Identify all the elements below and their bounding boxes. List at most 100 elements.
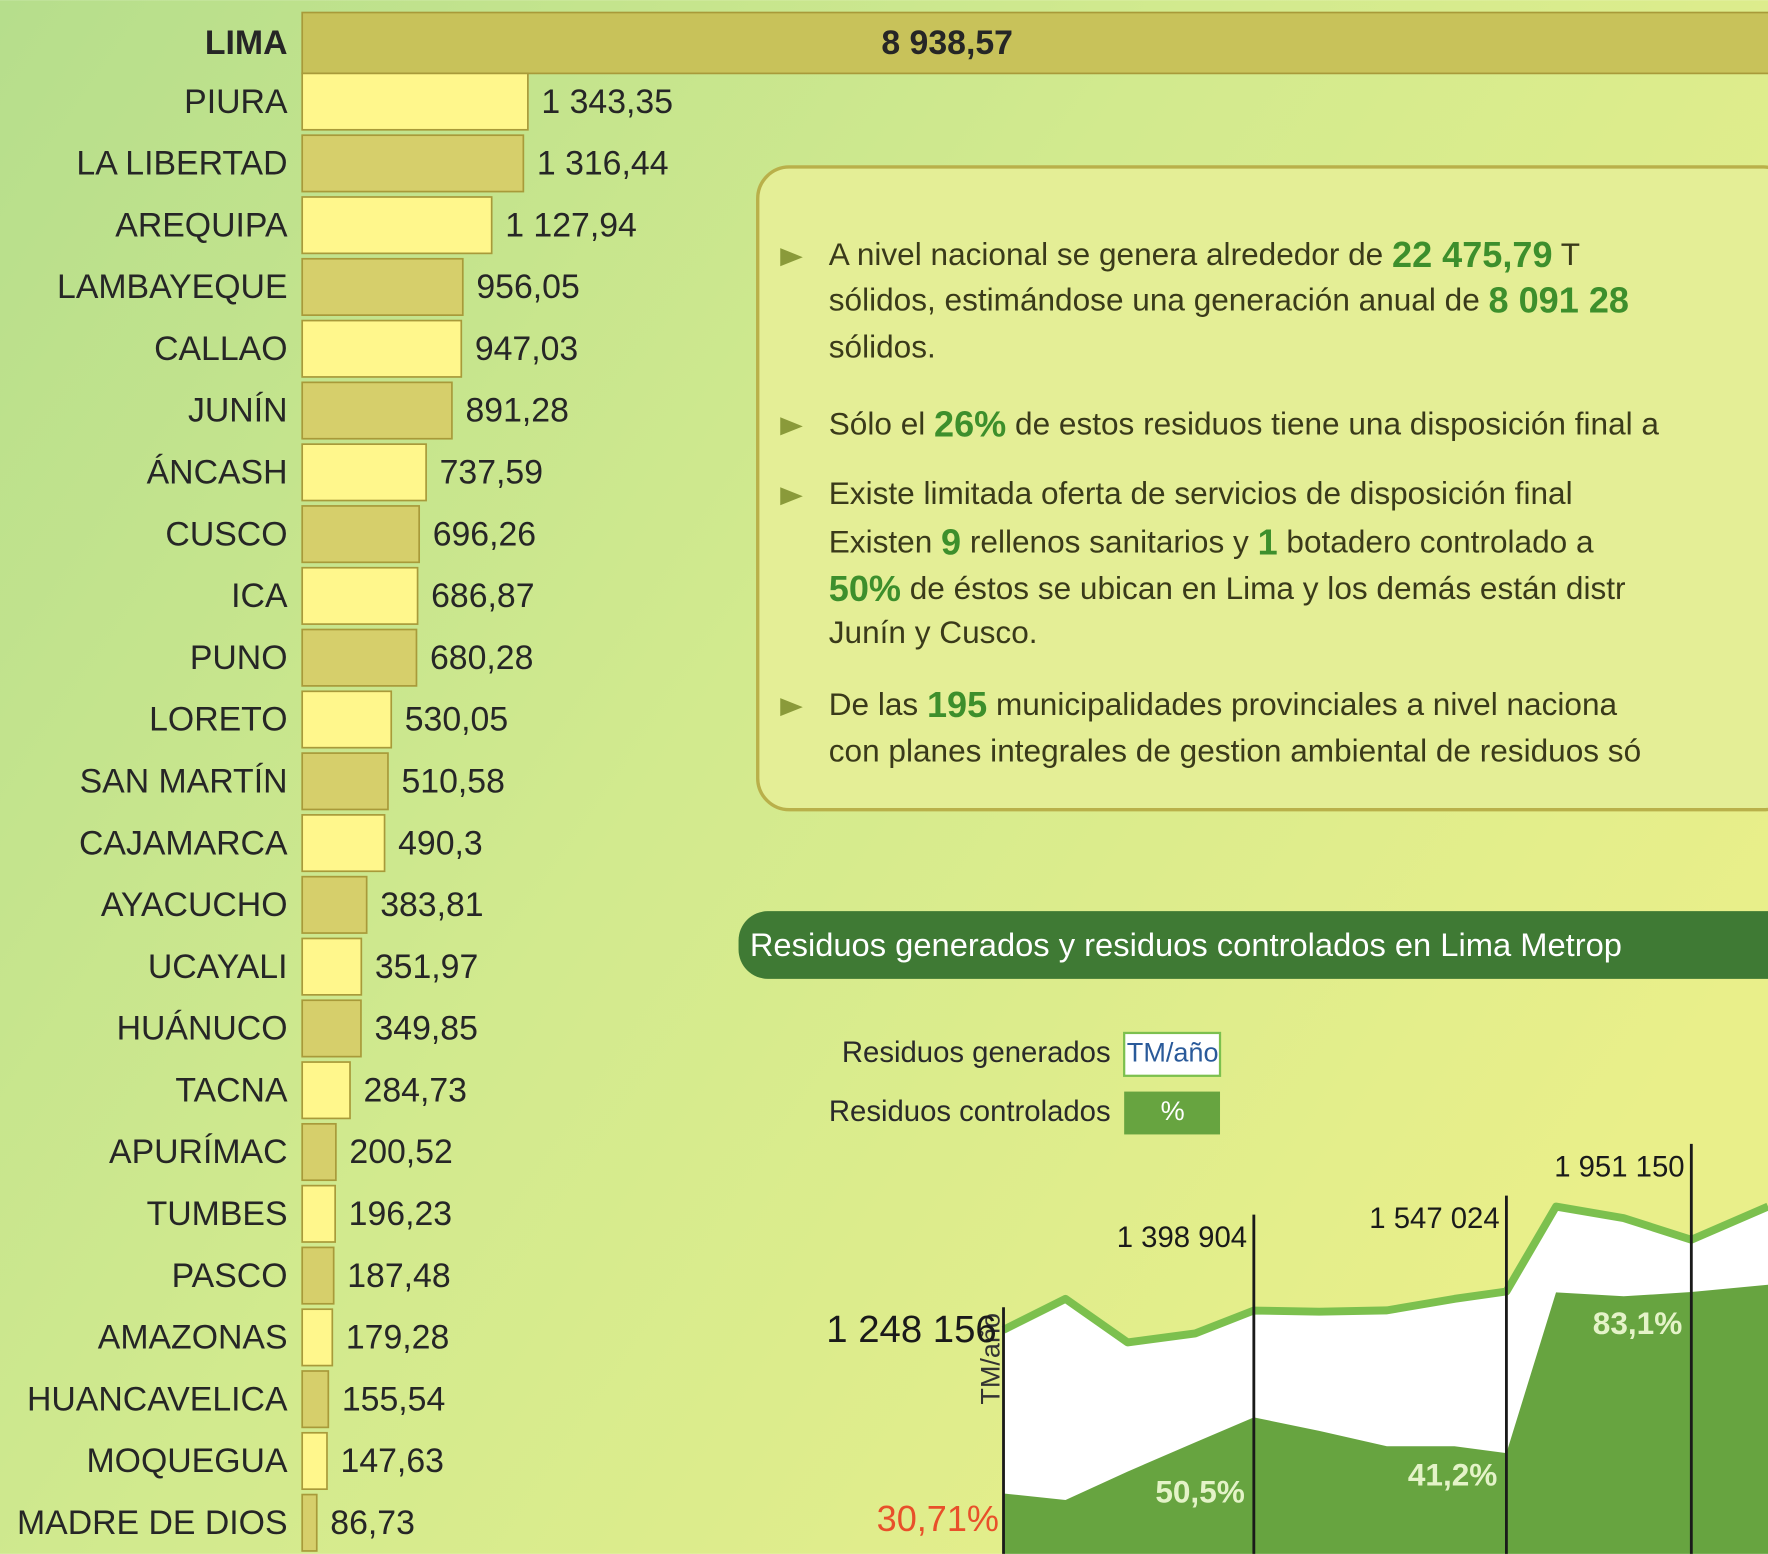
value-label: 1 127,94 (505, 206, 637, 244)
text-segment: municipalidades provinciales a nivel nac… (987, 686, 1617, 722)
info-line: 50% de éstos se ubican en Lima y los dem… (829, 567, 1626, 608)
category-label: LORETO (149, 701, 287, 739)
value-label: 351,97 (375, 948, 478, 986)
controlled-label: 41,2% (1408, 1457, 1498, 1493)
bar (301, 752, 389, 811)
bar (301, 566, 419, 625)
bar (301, 814, 386, 873)
bar (301, 11, 1768, 75)
bullet-arrow (780, 698, 803, 717)
category-label: PUNO (190, 639, 288, 677)
category-label: SAN MARTÍN (80, 762, 288, 800)
bar (301, 1431, 328, 1491)
text-segment: Sólo el (829, 406, 934, 442)
category-label: CAJAMARCA (79, 824, 288, 862)
legend-label: Residuos generados (842, 1036, 1111, 1069)
category-label: ICA (231, 577, 288, 615)
category-label: UCAYALI (148, 948, 288, 986)
value-label: 956,05 (476, 268, 579, 306)
category-label: JUNÍN (188, 392, 288, 430)
info-line: A nivel nacional se genera alrededor de … (829, 234, 1580, 275)
value-label: 155,54 (342, 1380, 445, 1418)
text-segment: sólidos. (829, 329, 936, 365)
category-label: PASCO (172, 1257, 288, 1295)
text-segment: de estos residuos tiene una disposición … (1006, 406, 1659, 442)
bar (301, 1122, 337, 1182)
value-label: 490,3 (398, 824, 483, 862)
text-segment: Junín y Cusco. (829, 614, 1038, 650)
bar (301, 505, 421, 564)
bar (301, 937, 363, 996)
bar (301, 1061, 351, 1120)
value-label: 200,52 (349, 1133, 452, 1171)
category-label: AMAZONAS (98, 1319, 288, 1357)
bullet-arrow (780, 248, 803, 267)
generated-label: 1 547 024 (1369, 1202, 1499, 1235)
bar (301, 443, 427, 502)
highlight: 26% (934, 403, 1006, 444)
highlight: 1 (1258, 521, 1278, 562)
value-label: 349,85 (374, 1010, 477, 1048)
value-label: 1 316,44 (537, 145, 669, 183)
value-label: 196,23 (349, 1195, 452, 1233)
category-label: PIURA (184, 83, 288, 121)
category-label: AYACUCHO (101, 886, 288, 924)
value-label: 179,28 (346, 1319, 449, 1357)
info-line: sólidos. (829, 329, 936, 365)
y-axis-label: TM/año (975, 1313, 1005, 1405)
bar (301, 875, 368, 934)
text-segment: A nivel nacional se genera alrededor de (829, 237, 1392, 273)
info-line: sólidos, estimándose una generación anua… (829, 279, 1629, 320)
bar (301, 196, 493, 255)
bullet-arrow (780, 487, 803, 506)
category-label: CALLAO (154, 330, 287, 368)
bar (301, 381, 453, 440)
value-label: 680,28 (430, 639, 533, 677)
text-segment: T (1553, 237, 1580, 273)
controlled-area (1003, 1284, 1768, 1554)
bar (301, 999, 362, 1058)
legend-unit: TM/año (1127, 1038, 1219, 1068)
controlled-label: 83,1% (1593, 1305, 1683, 1341)
value-label: 891,28 (465, 392, 568, 430)
bar (301, 690, 393, 749)
highlight: 22 475,79 (1392, 234, 1553, 275)
legend-label: Residuos controlados (829, 1095, 1111, 1128)
info-box (756, 165, 1768, 812)
legend-swatch (1123, 1031, 1222, 1077)
bar (301, 134, 525, 193)
category-label: LIMA (205, 24, 288, 62)
category-label: APURÍMAC (109, 1133, 287, 1171)
category-label: LA LIBERTAD (76, 145, 287, 183)
value-label: 86,73 (330, 1504, 415, 1542)
info-line: De las 195 municipalidades provinciales … (829, 684, 1618, 725)
bullet-arrow (780, 417, 803, 436)
text-segment: botadero controlado a (1278, 524, 1594, 560)
bar (301, 1308, 334, 1367)
info-line: Existen 9 rellenos sanitarios y 1 botade… (829, 521, 1594, 562)
text-segment: Existe limitada oferta de servicios de d… (829, 476, 1573, 512)
bar (301, 319, 463, 378)
value-label: 1 343,35 (541, 83, 673, 121)
text-segment: rellenos sanitarios y (961, 524, 1257, 560)
bar (301, 628, 418, 687)
bar (301, 1184, 336, 1243)
text-segment: con planes integrales de gestion ambient… (829, 733, 1641, 769)
highlight: 195 (927, 684, 987, 725)
text-segment: De las (829, 686, 927, 722)
section-banner (738, 911, 1768, 979)
bar (301, 1246, 335, 1305)
category-label: HUÁNUCO (117, 1010, 288, 1048)
category-label: ÁNCASH (147, 454, 288, 492)
generated-label: 1 248 156 (826, 1308, 997, 1351)
bar (301, 1370, 330, 1429)
controlled-label: 50,5% (1155, 1473, 1245, 1509)
category-label: TACNA (175, 1071, 288, 1109)
value-label: 530,05 (405, 701, 508, 739)
highlight: 8 091 28 (1489, 279, 1629, 320)
value-label: 284,73 (364, 1071, 467, 1109)
bar (301, 72, 529, 131)
bar (301, 1493, 318, 1552)
section-title: Residuos generados y residuos controlado… (750, 926, 1622, 963)
info-line: Junín y Cusco. (829, 614, 1038, 650)
